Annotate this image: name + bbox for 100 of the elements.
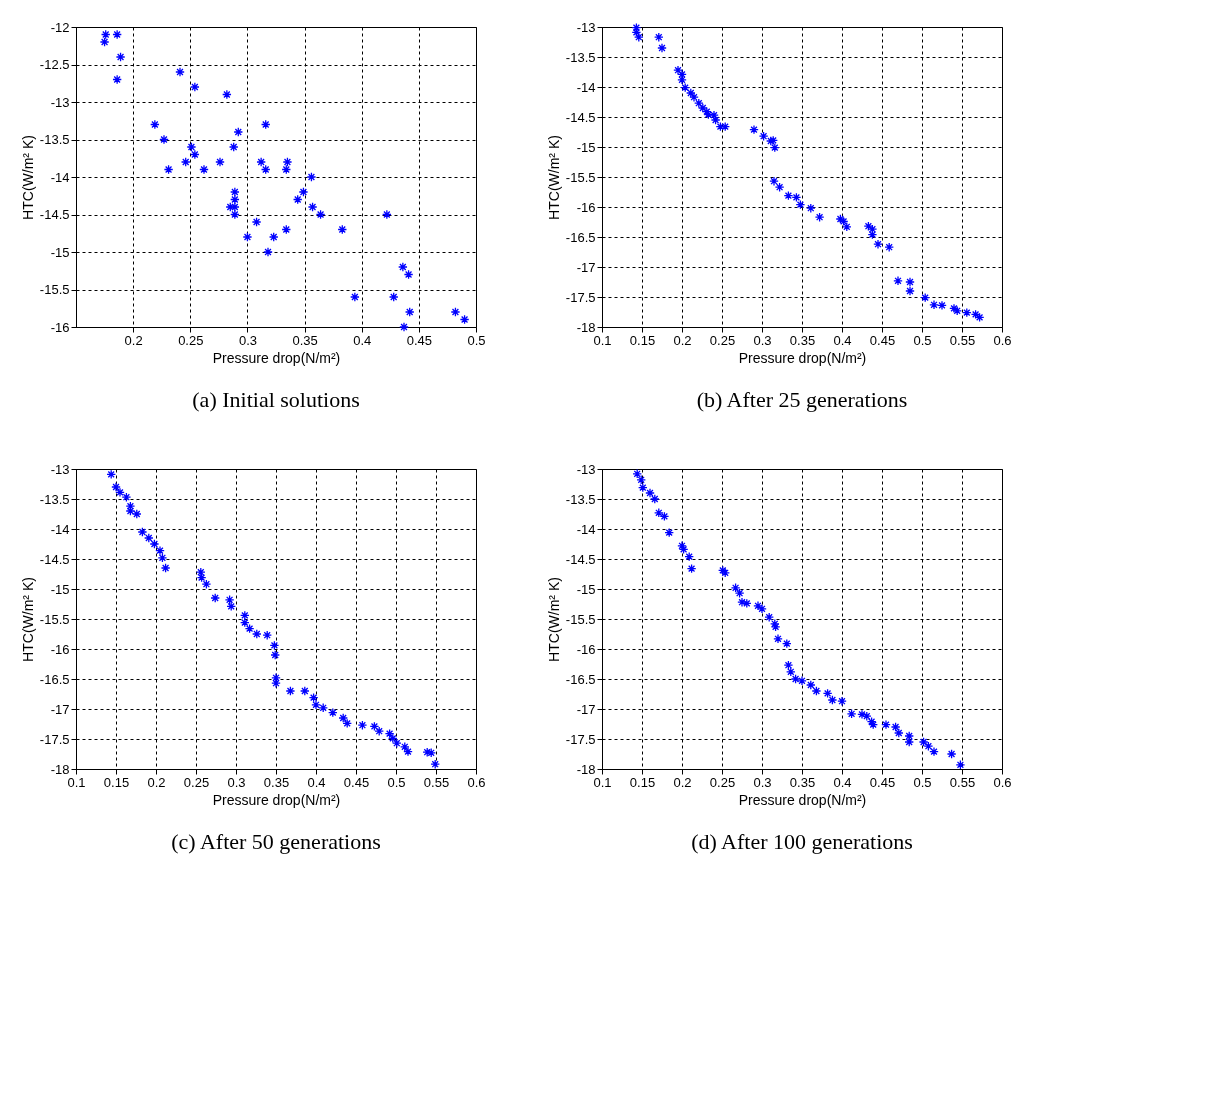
point [805, 203, 816, 214]
point [645, 488, 655, 498]
point [100, 29, 111, 40]
point [749, 124, 759, 135]
point [697, 103, 708, 113]
x-tick-label: 0.4 [353, 332, 372, 348]
point [905, 286, 915, 296]
point [337, 224, 348, 235]
point [774, 182, 785, 193]
point [773, 633, 783, 644]
y-tick-label: -15.5 [565, 611, 596, 627]
point [190, 149, 200, 160]
x-tick-label: 0.15 [629, 774, 656, 790]
y-tick-label: -16 [576, 199, 596, 215]
point [781, 638, 792, 649]
point [298, 187, 309, 197]
point [811, 686, 822, 696]
point [677, 540, 687, 551]
point [388, 292, 399, 302]
point [199, 164, 209, 175]
y-tick-label: -18 [50, 761, 70, 777]
x-tick-label: 0.55 [949, 332, 976, 348]
point [929, 746, 939, 757]
y-tick-label: -15 [50, 581, 70, 597]
point [657, 43, 667, 53]
x-tick-label: 0.4 [307, 774, 326, 790]
point [961, 307, 972, 318]
point [904, 737, 915, 747]
y-tick-label: -13.5 [565, 491, 596, 507]
x-tick-label: 0.15 [629, 332, 656, 348]
y-tick-label: -13 [576, 461, 596, 477]
point [244, 623, 255, 634]
point [861, 711, 872, 722]
text: (c) After 50 generations [171, 829, 381, 854]
point [342, 718, 353, 729]
x-tick-label: 0.55 [423, 774, 450, 790]
point [795, 199, 806, 210]
point [228, 142, 239, 152]
point [884, 242, 895, 253]
point [143, 533, 154, 543]
point [769, 142, 780, 153]
y-tick-label: -13 [576, 19, 596, 35]
point [757, 603, 767, 614]
x-tick-label: 0.3 [227, 774, 246, 790]
x-tick-label: 0.6 [993, 332, 1012, 348]
point [387, 733, 398, 744]
point [730, 582, 741, 593]
point [946, 749, 957, 759]
x-tick-label: 0.45 [343, 774, 370, 790]
text: (a) Initial solutions [192, 387, 360, 412]
point [318, 702, 329, 713]
point [131, 509, 142, 519]
point [785, 666, 796, 677]
y-tick-label: -14 [50, 521, 70, 537]
point [315, 209, 326, 220]
point [689, 92, 699, 103]
point [157, 552, 168, 563]
point [970, 309, 981, 320]
point [338, 713, 349, 723]
x-tick-label: 0.6 [993, 774, 1012, 790]
point [155, 545, 165, 556]
point [242, 232, 253, 242]
x-axis-title: Pressure drop(N/m²) [212, 349, 341, 366]
point [890, 722, 901, 732]
point [710, 115, 721, 125]
point [251, 629, 262, 639]
y-tick-label: -16 [576, 641, 596, 657]
point [653, 32, 664, 43]
point [837, 696, 847, 707]
point [137, 527, 148, 537]
x-tick-label: 0.55 [949, 774, 976, 790]
point [271, 678, 281, 689]
y-tick-label: -16.5 [39, 671, 70, 687]
y-tick-label: -17.5 [565, 289, 596, 305]
point [382, 209, 392, 220]
y-tick-label: -18 [576, 761, 596, 777]
point [686, 563, 697, 574]
point [814, 212, 825, 223]
y-tick-label: -14 [576, 521, 596, 537]
y-tick-label: -17 [576, 701, 596, 717]
point [684, 551, 695, 562]
y-tick-label: -15 [50, 244, 70, 260]
point [201, 579, 212, 590]
point [893, 275, 903, 286]
point [308, 692, 319, 703]
x-tick-label: 0.45 [869, 774, 896, 790]
point [256, 157, 266, 167]
point [285, 686, 296, 696]
point [797, 675, 807, 686]
point [918, 737, 929, 747]
y-tick-label: -13.5 [39, 132, 70, 147]
y-tick-label: -15 [576, 139, 596, 155]
y-axis-title: HTC(W/m² K) [19, 135, 36, 220]
x-tick-label: 0.35 [789, 774, 816, 790]
point [649, 494, 660, 504]
point [121, 492, 132, 503]
point [753, 600, 763, 611]
point [769, 176, 779, 187]
point [659, 511, 670, 522]
point [230, 194, 240, 205]
